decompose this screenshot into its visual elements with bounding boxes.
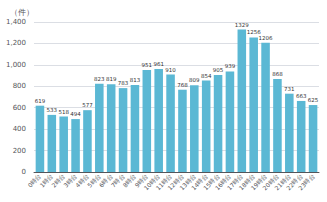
svg-text:23時台: 23時台 <box>297 173 316 192</box>
svg-text:7時台: 7時台 <box>109 172 126 189</box>
svg-text:12時台: 12時台 <box>166 172 185 192</box>
svg-text:619: 619 <box>35 98 46 104</box>
svg-text:6時台: 6時台 <box>97 172 114 189</box>
svg-text:951: 951 <box>142 62 153 68</box>
svg-text:2時台: 2時台 <box>50 172 67 189</box>
svg-text:17時台: 17時台 <box>225 172 245 192</box>
svg-text:4時台: 4時台 <box>73 172 90 189</box>
svg-text:518: 518 <box>58 109 69 115</box>
svg-text:10時台: 10時台 <box>142 172 162 192</box>
svg-text:577: 577 <box>82 102 93 108</box>
svg-text:783: 783 <box>118 80 129 86</box>
svg-text:3時台: 3時台 <box>61 172 78 189</box>
svg-text:1206: 1206 <box>259 35 273 41</box>
svg-text:1329: 1329 <box>235 22 249 28</box>
svg-text:0時台: 0時台 <box>26 172 43 189</box>
svg-text:854: 854 <box>201 73 212 79</box>
svg-text:961: 961 <box>153 61 164 67</box>
svg-text:1,200: 1,200 <box>6 39 26 47</box>
svg-text:800: 800 <box>13 82 26 90</box>
svg-text:533: 533 <box>47 107 58 113</box>
svg-text:200: 200 <box>13 147 26 155</box>
svg-text:1256: 1256 <box>246 29 261 36</box>
svg-text:600: 600 <box>13 104 26 112</box>
svg-text:15時台: 15時台 <box>201 172 221 192</box>
svg-text:11時台: 11時台 <box>154 172 173 192</box>
svg-text:9時台: 9時台 <box>133 172 150 189</box>
svg-text:19時台: 19時台 <box>249 172 268 192</box>
svg-text:1,400: 1,400 <box>6 18 26 26</box>
svg-text:625: 625 <box>308 97 319 103</box>
svg-text:813: 813 <box>130 77 141 83</box>
svg-text:14時台: 14時台 <box>189 172 209 192</box>
svg-text:823: 823 <box>94 76 105 82</box>
svg-text:494: 494 <box>70 111 81 117</box>
svg-text:1時台: 1時台 <box>38 172 55 189</box>
svg-text:400: 400 <box>13 125 26 133</box>
svg-text:868: 868 <box>272 71 283 77</box>
svg-text:13時台: 13時台 <box>178 172 197 192</box>
svg-text:768: 768 <box>177 82 188 88</box>
svg-text:（件）: （件） <box>10 8 34 17</box>
svg-text:910: 910 <box>165 67 176 73</box>
svg-text:663: 663 <box>296 93 307 99</box>
svg-text:819: 819 <box>106 76 117 82</box>
svg-text:731: 731 <box>284 86 295 92</box>
svg-text:5時台: 5時台 <box>85 172 102 189</box>
svg-text:22時台: 22時台 <box>284 172 304 192</box>
svg-text:939: 939 <box>225 63 236 69</box>
svg-text:20時台: 20時台 <box>261 172 280 192</box>
svg-text:18時台: 18時台 <box>237 172 257 192</box>
svg-text:1,000: 1,000 <box>6 61 26 69</box>
svg-text:0: 0 <box>22 168 26 176</box>
svg-text:8時台: 8時台 <box>121 172 138 189</box>
svg-text:809: 809 <box>189 77 200 83</box>
svg-text:21時台: 21時台 <box>273 172 292 192</box>
svg-text:905: 905 <box>213 67 224 73</box>
svg-text:16時台: 16時台 <box>213 172 233 192</box>
